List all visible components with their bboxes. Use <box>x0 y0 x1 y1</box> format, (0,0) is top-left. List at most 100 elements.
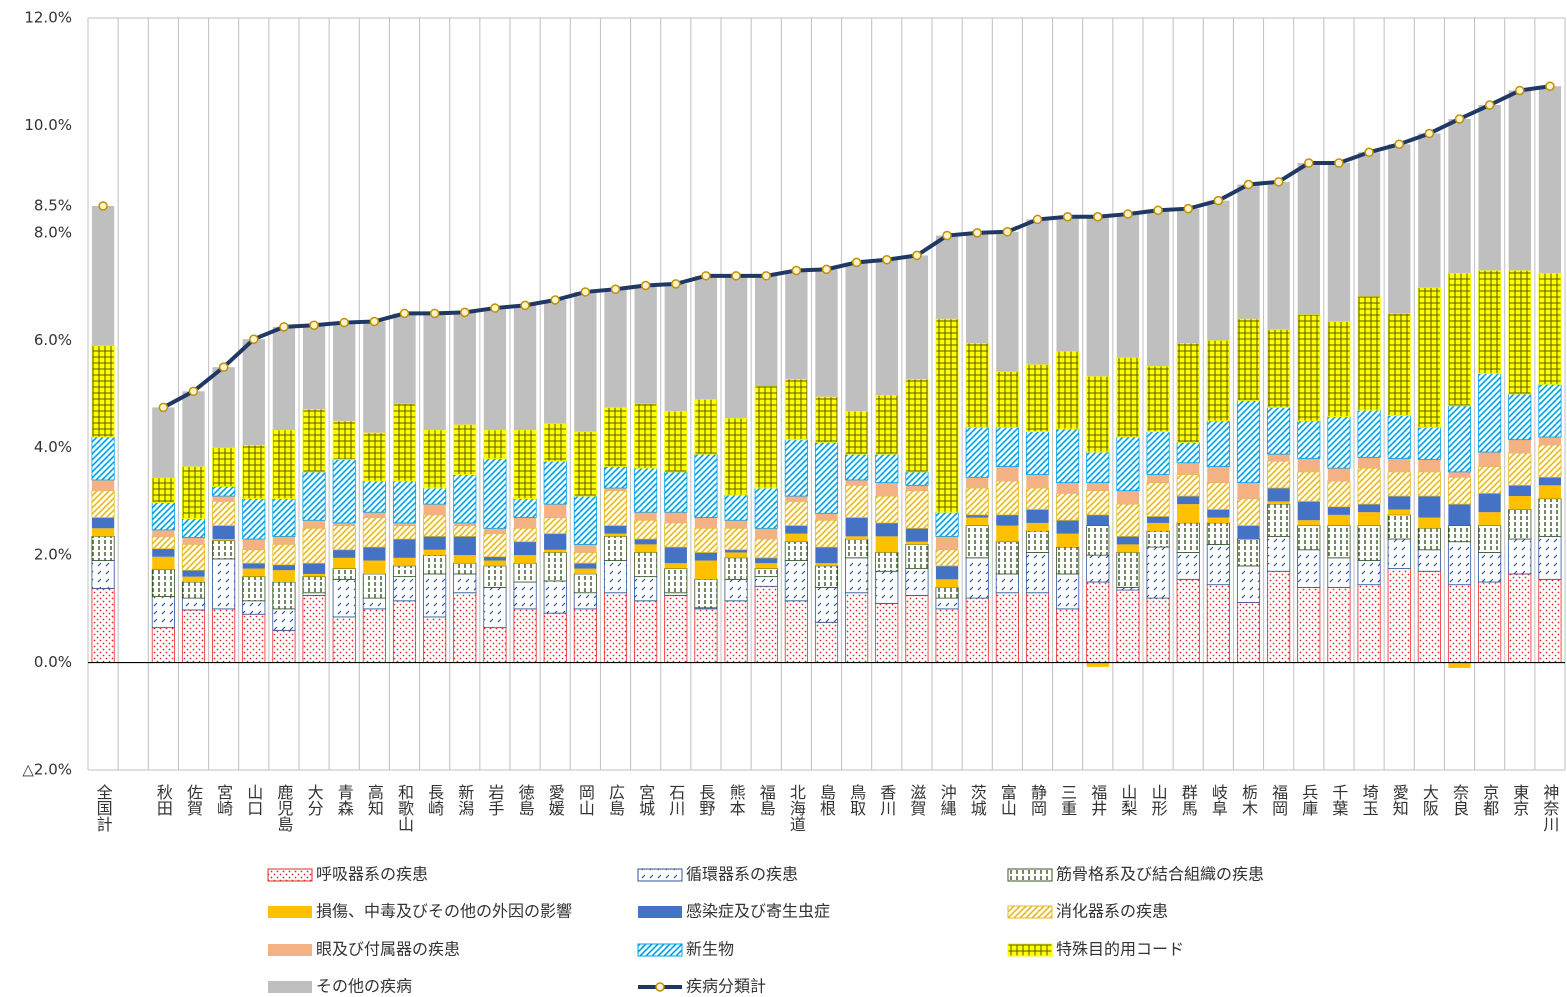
bar-segment <box>1267 181 1290 330</box>
bar-segment <box>1508 90 1531 271</box>
bar-segment <box>1508 393 1532 441</box>
bar-segment <box>423 429 447 489</box>
bar-segment <box>634 544 657 553</box>
x-tick-label: 愛知 <box>1390 784 1409 816</box>
bar-segment <box>935 608 959 663</box>
bar-segment <box>453 592 477 663</box>
total-marker <box>429 308 440 319</box>
bar-segment <box>604 488 627 491</box>
bar-segment <box>1236 565 1261 603</box>
total-marker <box>1243 179 1254 190</box>
legend-label: 筋骨格系及び結合組織の疾患 <box>1056 865 1264 884</box>
bar-segment <box>905 490 929 529</box>
bar-segment <box>1237 184 1260 319</box>
bar-segment <box>1177 208 1200 343</box>
total-marker <box>1183 203 1193 214</box>
total-marker <box>490 303 500 313</box>
bar-segment <box>302 576 326 594</box>
bar-segment <box>272 581 296 610</box>
bar-segment <box>544 300 567 424</box>
x-tick-label: 静岡 <box>1028 784 1047 817</box>
bar-segment <box>513 581 537 610</box>
bar-segment <box>634 576 658 602</box>
bar-segment <box>1418 496 1441 518</box>
bar-segment <box>1237 482 1260 499</box>
total-marker <box>1002 227 1013 237</box>
bar-segment <box>845 453 869 481</box>
bar-segment <box>453 562 477 575</box>
bar-segment <box>242 613 266 663</box>
bar-segment <box>1116 436 1140 492</box>
bar-segment <box>1357 295 1381 411</box>
bar-segment <box>1478 373 1502 453</box>
x-tick-label: 神奈川 <box>1540 784 1559 832</box>
bar-segment <box>181 581 206 599</box>
bar-segment <box>242 539 265 550</box>
legend-swatch <box>268 944 312 956</box>
bar-segment <box>212 608 236 663</box>
bar-segment <box>965 342 989 428</box>
x-tick-label: 鳥取 <box>847 784 866 816</box>
bar-segment <box>1116 589 1140 663</box>
bar-segment <box>1116 490 1140 505</box>
bar-segment <box>814 565 839 588</box>
bar-segment <box>905 595 929 663</box>
bar-segment <box>363 547 386 561</box>
bar-segment <box>91 535 115 561</box>
bar-segment <box>242 444 266 500</box>
bar-segment <box>634 519 658 540</box>
bar-segment <box>1388 496 1411 510</box>
bar-segment <box>151 627 175 663</box>
bar-segment <box>513 608 537 663</box>
total-marker <box>309 320 319 330</box>
bar-segment <box>1056 608 1080 663</box>
bar-segment <box>393 539 416 558</box>
bar-segment <box>724 552 748 558</box>
bar-segment <box>1327 321 1351 417</box>
bar-segment <box>1538 578 1562 663</box>
bar-segment <box>755 563 778 569</box>
bar-segment <box>152 529 175 537</box>
bar-segment <box>996 514 1019 526</box>
bar-segment <box>91 528 115 537</box>
bar-segment <box>272 498 296 537</box>
legend-label: 損傷、中毒及びその他の外因の影響 <box>316 902 572 921</box>
bar-segment <box>1056 533 1079 548</box>
bar-segment <box>302 527 326 564</box>
x-tick-label: 東京 <box>1510 784 1529 817</box>
bar-segment <box>1447 541 1472 586</box>
bar-segment <box>1025 487 1050 510</box>
bar-segment <box>1418 133 1441 288</box>
bar-segment <box>423 313 446 430</box>
bar-segment <box>875 552 899 572</box>
bar-segment <box>332 578 356 618</box>
bar-segment <box>1025 431 1050 475</box>
bar-segment <box>392 403 417 482</box>
bar-segment <box>1267 503 1291 537</box>
bar-segment <box>91 588 115 663</box>
bar-segment <box>393 313 416 404</box>
bar-segment <box>1267 407 1291 455</box>
bar-segment <box>332 616 356 663</box>
bar-segment <box>784 600 808 663</box>
y-tick-label: 6.0% <box>34 331 72 349</box>
bar-segment <box>634 467 658 513</box>
x-tick-label: 長崎 <box>425 784 444 816</box>
bar-segment <box>182 576 205 582</box>
bar-segment <box>694 398 718 455</box>
bar-segment <box>754 568 778 578</box>
bar-segment <box>1207 517 1230 523</box>
total-marker <box>851 257 862 268</box>
bar-segment <box>1478 105 1501 271</box>
bar-segment <box>1056 216 1079 352</box>
bar-segment <box>544 504 567 518</box>
bar-segment <box>1086 482 1109 491</box>
bar-segment <box>392 576 417 602</box>
bar-segment <box>333 549 356 558</box>
bar-segment <box>1448 662 1471 668</box>
total-marker <box>1484 100 1495 110</box>
bar-segment <box>1387 568 1411 663</box>
bar-segment <box>724 494 748 521</box>
bar-segment <box>302 325 326 410</box>
bar-segment <box>845 538 869 559</box>
